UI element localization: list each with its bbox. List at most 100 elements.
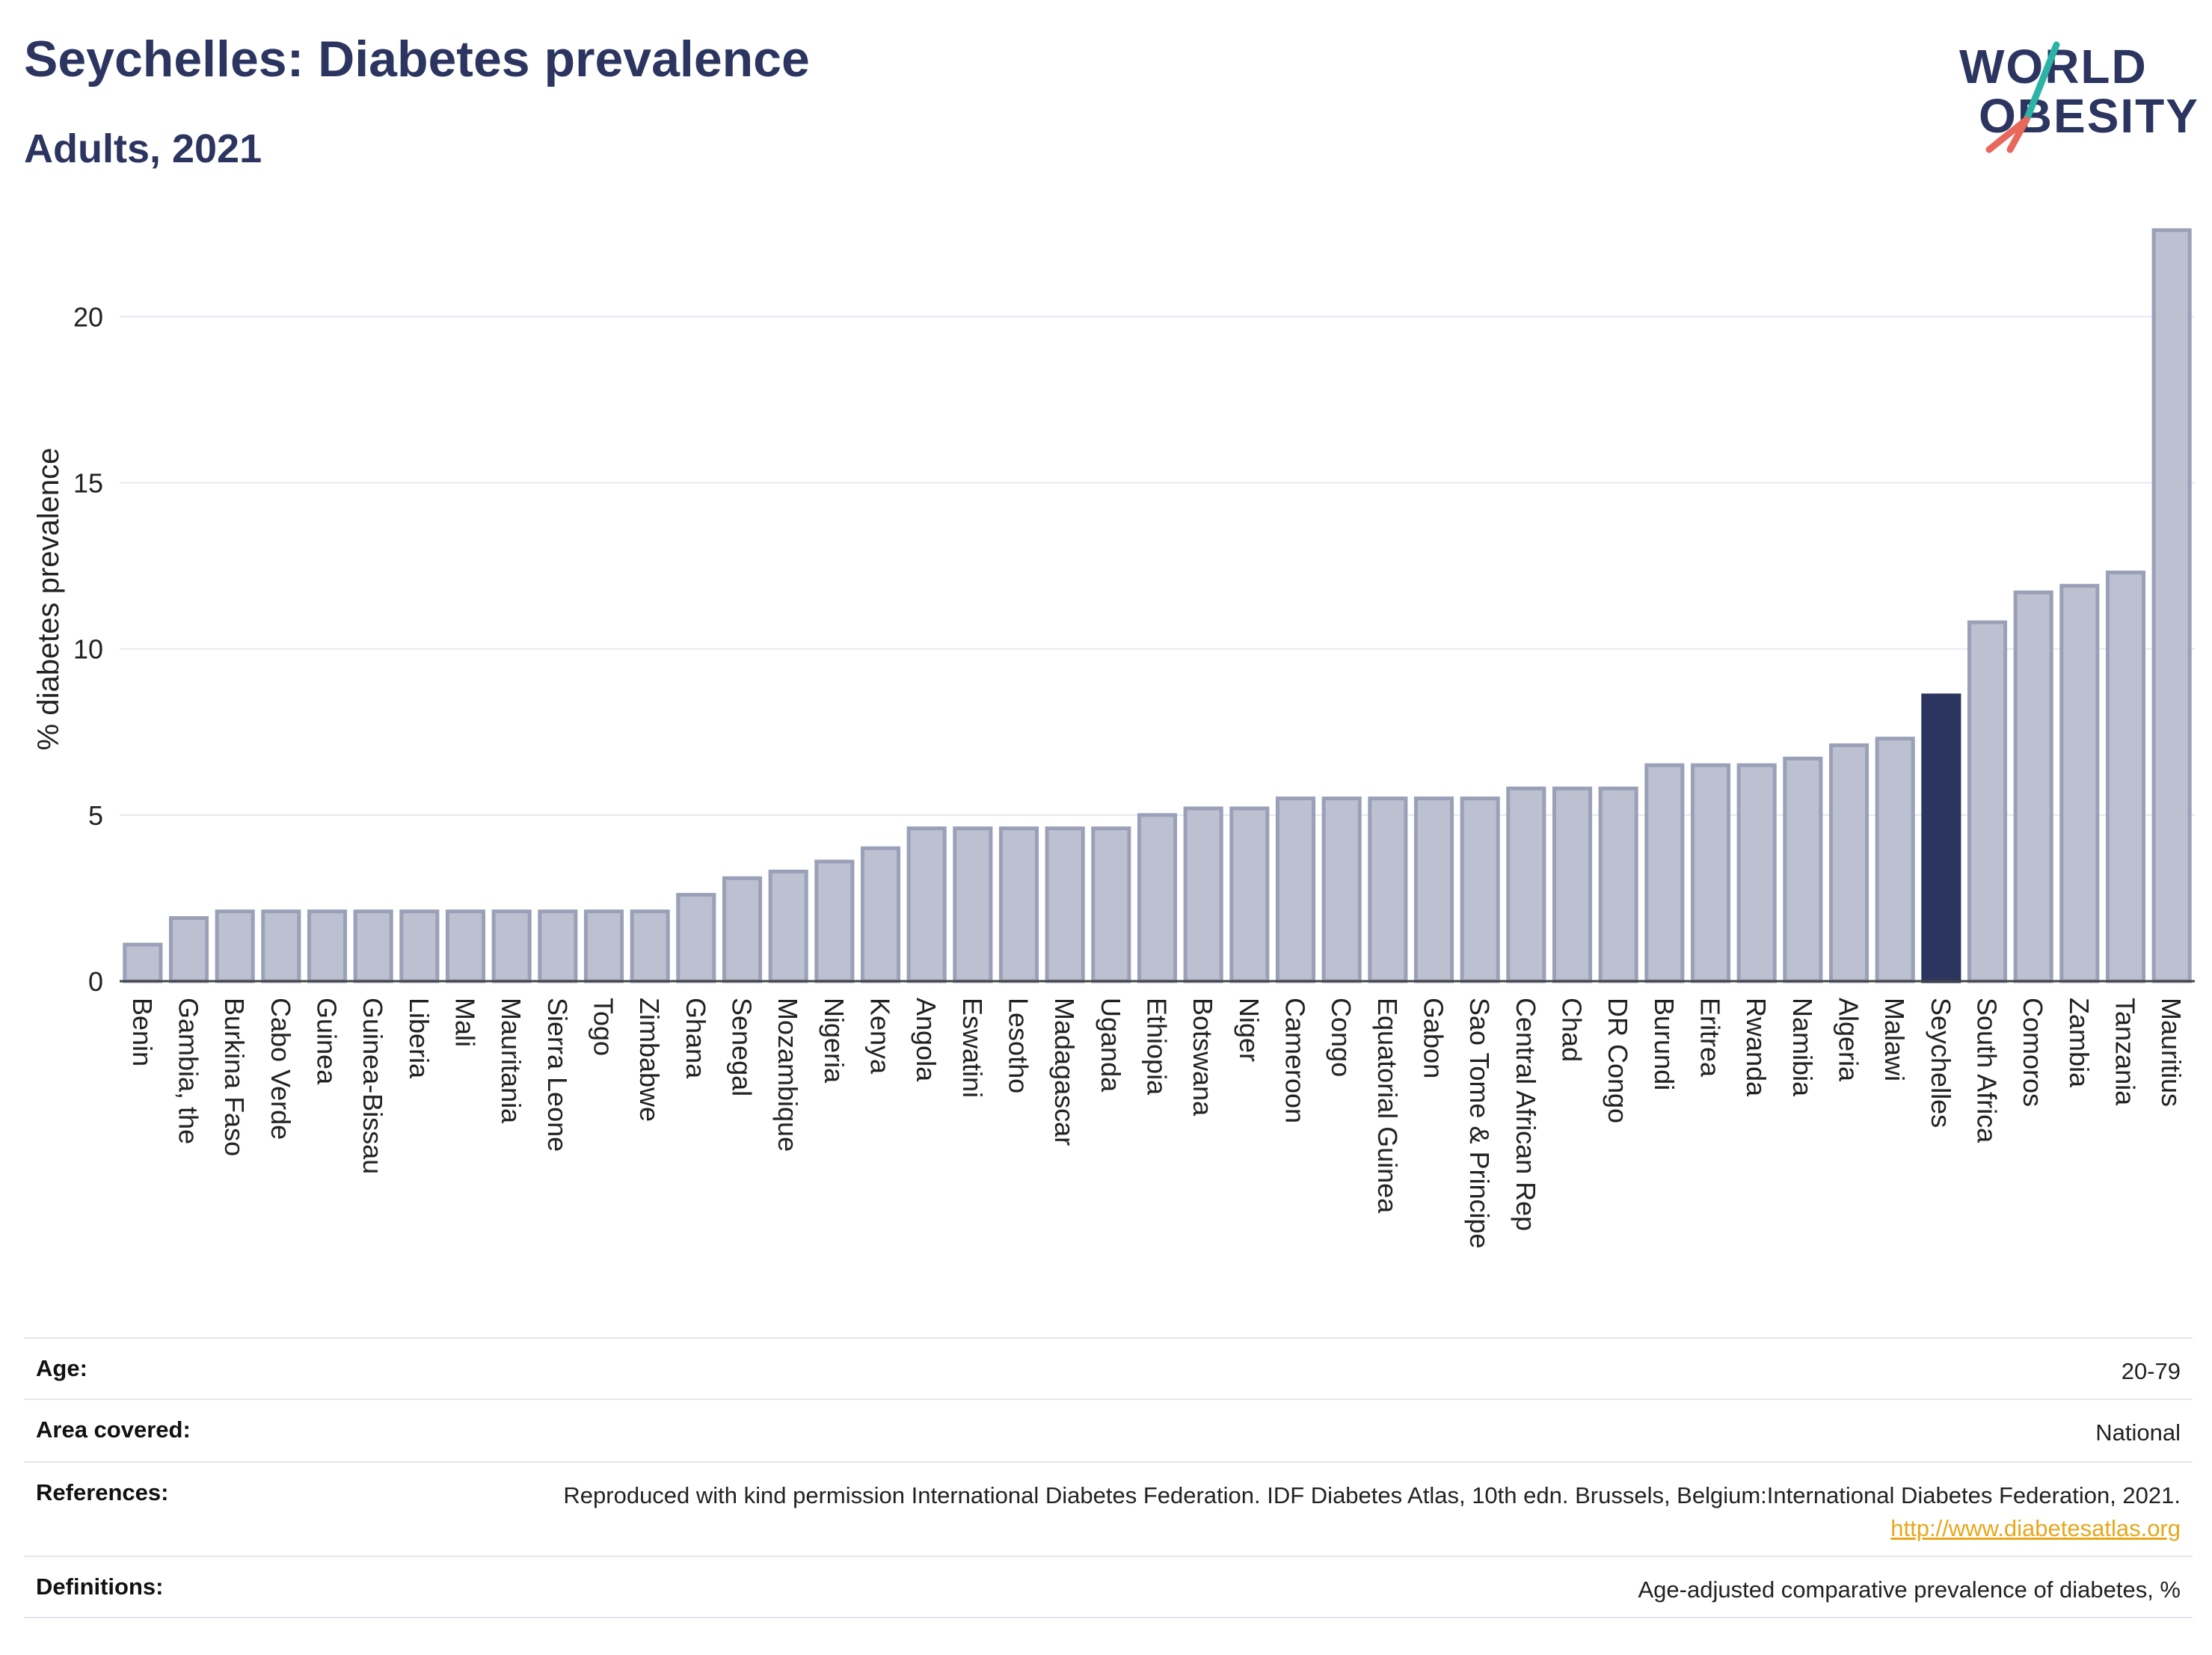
- bar: [1736, 763, 1777, 983]
- bar: [399, 909, 440, 983]
- x-tick-label: Lesotho: [1004, 998, 1034, 1093]
- bar: [353, 909, 393, 983]
- bar: [168, 916, 209, 983]
- meta-row-area: Area covered: National: [24, 1398, 2193, 1461]
- x-tick-label: Zimbabwe: [634, 998, 665, 1122]
- page-title: Seychelles: Diabetes prevalence: [24, 31, 810, 87]
- bar: [538, 909, 578, 983]
- y-tick-label: 20: [73, 301, 103, 332]
- bar: [1368, 796, 1408, 983]
- x-tick-label: Mozambique: [772, 998, 803, 1152]
- page-subtitle: Adults, 2021: [24, 126, 262, 171]
- x-tick-label: Rwanda: [1741, 998, 1772, 1097]
- bar: [722, 876, 763, 983]
- bar: [1045, 826, 1085, 983]
- bar: [1690, 763, 1731, 983]
- bar: [1460, 796, 1500, 983]
- x-tick-label: Uganda: [1096, 998, 1126, 1093]
- bar: [261, 909, 301, 983]
- x-tick-label: Gambia, the: [173, 998, 204, 1144]
- meta-value-definitions: Age-adjusted comparative prevalence of d…: [1638, 1576, 2181, 1603]
- x-tick-label: Kenya: [865, 998, 896, 1075]
- meta-row-references: References: Reproduced with kind permiss…: [24, 1461, 2193, 1556]
- x-tick-label: Niger: [1234, 998, 1265, 1062]
- metadata-table: Age: 20-79 Area covered: National Refere…: [24, 1337, 2193, 1618]
- x-tick-label: Cabo Verde: [265, 998, 296, 1140]
- bar: [1091, 826, 1131, 983]
- references-link[interactable]: http://www.diabetesatlas.org: [1890, 1515, 2181, 1541]
- bar: [1137, 813, 1178, 983]
- x-tick-label: Botswana: [1188, 998, 1218, 1117]
- x-tick-label: Angola: [911, 998, 941, 1082]
- y-tick-label: 10: [73, 634, 103, 665]
- bar: [1413, 796, 1454, 983]
- bar: [676, 892, 716, 983]
- bar: [583, 909, 624, 983]
- logo-slash-icon: [1985, 41, 2060, 153]
- x-tick-label: Madagascar: [1049, 998, 1080, 1146]
- bar-highlight: [1921, 693, 1961, 983]
- bar: [1598, 786, 1638, 983]
- x-tick-label: Algeria: [1834, 998, 1864, 1082]
- bar: [491, 909, 532, 983]
- bar: [1506, 786, 1546, 983]
- x-tick-label: Ghana: [681, 998, 711, 1079]
- x-tick-label: Seychelles: [1926, 998, 1956, 1128]
- x-tick-label: Nigeria: [819, 998, 850, 1084]
- bar: [2013, 590, 2053, 983]
- bar: [860, 846, 901, 983]
- bar: [445, 909, 486, 983]
- bar: [2151, 228, 2192, 983]
- y-tick-label: 15: [73, 467, 103, 498]
- bar: [1183, 806, 1223, 983]
- y-axis-label: % diabetes prevalence: [32, 448, 65, 751]
- x-tick-label: Burkina Faso: [219, 998, 250, 1156]
- bar: [1275, 796, 1316, 983]
- x-tick-label: Togo: [589, 998, 619, 1056]
- bar: [768, 869, 808, 983]
- y-tick-label: 5: [88, 800, 103, 831]
- bar: [906, 826, 947, 983]
- bar: [953, 826, 993, 983]
- meta-row-definitions: Definitions: Age-adjusted comparative pr…: [24, 1556, 2193, 1617]
- bar: [2105, 570, 2146, 983]
- bar: [1552, 786, 1593, 983]
- x-tick-label: Equatorial Guinea: [1372, 998, 1403, 1214]
- x-tick-label: Tanzania: [2110, 998, 2141, 1106]
- x-tick-label: Guinea-Bissau: [357, 998, 388, 1174]
- x-tick-label: DR Congo: [1603, 998, 1633, 1123]
- bar: [1875, 737, 1915, 983]
- x-tick-label: Burundi: [1649, 998, 1680, 1090]
- bar: [1967, 620, 2008, 983]
- bar: [1321, 796, 1362, 983]
- x-tick-label: Zambia: [2064, 998, 2095, 1088]
- world-obesity-logo: WORLD OBESITY: [1944, 30, 2199, 165]
- x-tick-label: Gabon: [1419, 998, 1449, 1078]
- meta-value-area: National: [2095, 1419, 2181, 1446]
- x-tick-label: Malawi: [1879, 998, 1910, 1081]
- meta-key-definitions: Definitions:: [36, 1573, 164, 1600]
- references-text: Reproduced with kind permission Internat…: [563, 1482, 2181, 1508]
- x-tick-label: Congo: [1326, 998, 1357, 1077]
- x-tick-label: Eswatini: [957, 998, 988, 1098]
- x-tick-label: Comoros: [2018, 998, 2048, 1107]
- x-tick-label: Central African Rep: [1511, 998, 1541, 1231]
- meta-value-age: 20-79: [2121, 1358, 2181, 1384]
- meta-key-age: Age:: [36, 1355, 87, 1381]
- meta-row-age: Age: 20-79: [24, 1337, 2193, 1398]
- x-tick-label: Chad: [1557, 998, 1588, 1062]
- x-tick-label: South Africa: [1972, 998, 2003, 1143]
- bar: [2059, 583, 2100, 983]
- bar: [123, 942, 163, 983]
- x-tick-label: Sierra Leone: [542, 998, 573, 1152]
- x-tick-label: Mali: [450, 998, 481, 1047]
- diabetes-bar-chart: 0 5 10 15 20 % diabetes prevalence Benin Gambia…: [32, 228, 2195, 1249]
- x-tick-label: Namibia: [1787, 998, 1818, 1097]
- x-tick-label: Mauritania: [496, 998, 526, 1124]
- x-tick-label: Cameroon: [1280, 998, 1311, 1123]
- meta-bottom-border: [24, 1617, 2193, 1618]
- y-tick-label: 0: [88, 966, 103, 997]
- bar: [1828, 743, 1870, 983]
- x-tick-label: Benin: [127, 998, 158, 1066]
- x-tick-label: Guinea: [312, 998, 342, 1085]
